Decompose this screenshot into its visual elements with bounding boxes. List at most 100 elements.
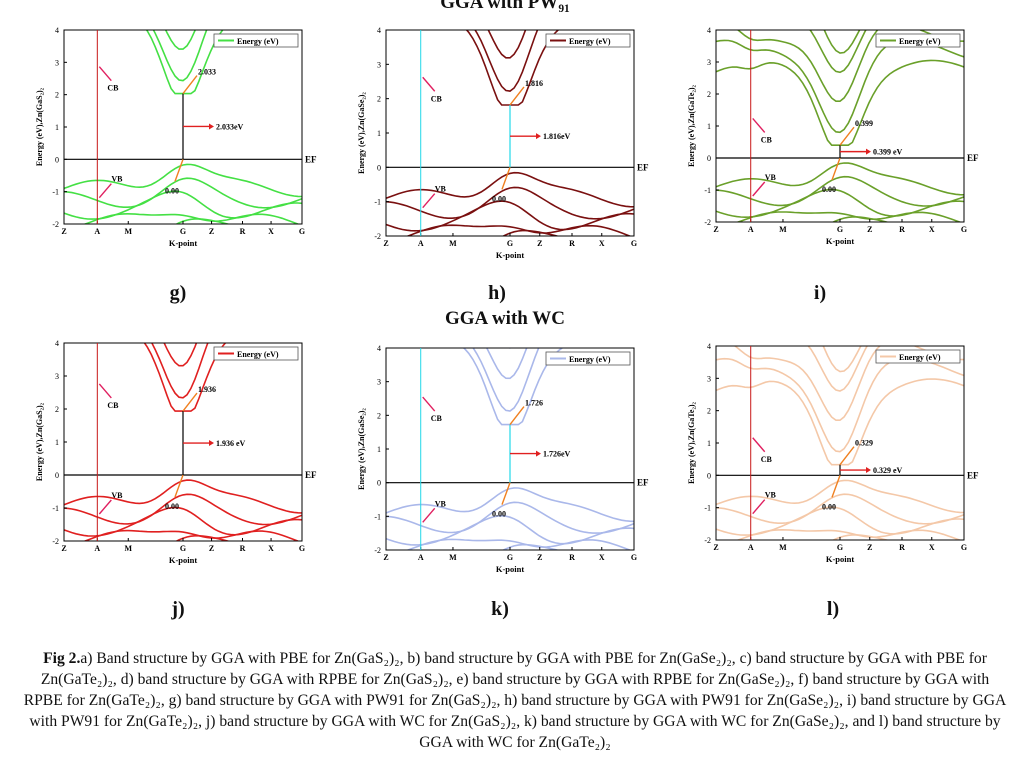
vb-arrow [98,183,112,199]
y-tick-label: 4 [707,342,711,351]
y-axis-label: Energy (eV),Zn(GaSe₂)₂ [357,92,366,174]
cb-arrow [98,66,112,82]
x-tick-label: X [599,239,605,248]
conduction-band-2 [485,348,528,380]
x-tick-label: M [124,227,132,236]
legend-label: Energy (eV) [569,37,611,46]
figure-caption: Fig 2.a) Band structure by GGA with PBE … [20,648,1010,753]
valence-band-0 [64,479,302,514]
band-structure-panel-l: EF -2 -1 0 1 2 3 4 Z A M G Z R X G K-point Energy (eV),Zn… [687,342,979,564]
cbm-arrow [509,86,525,106]
x-axis-label: K-point [496,250,525,260]
y-tick-label: 2 [377,95,381,104]
band-structure-panel-g: EF -2 -1 0 1 2 3 4 Z A M G Z R X G K-point Energy (eV),Zn… [35,26,317,248]
y-tick-label: -2 [374,546,381,555]
band-lines [716,346,964,540]
gap-value-label: 2.033eV [216,122,244,131]
x-tick-label: G [961,543,967,552]
legend-label: Energy (eV) [899,37,941,46]
gap-value-label: 1.816eV [543,132,571,141]
caption-text: a) Band structure by GGA with PBE for Zn… [23,650,1007,751]
x-tick-label: A [748,225,754,234]
legend-label: Energy (eV) [569,355,611,364]
cbm-arrow [839,126,855,146]
valence-band-3 [735,211,963,222]
x-tick-label: R [899,225,905,234]
vb-label: VB [765,491,777,500]
conduction-band-0 [143,343,227,412]
valence-band-1 [386,501,634,534]
vb-label: VB [111,491,123,500]
legend-label: Energy (eV) [237,350,279,359]
y-tick-label: 1 [377,445,381,454]
y-tick-label: 0 [707,154,711,163]
y-axis-label: Energy (eV),Zn(GaS₂)₂ [35,87,44,166]
y-tick-label: 4 [377,26,381,35]
x-tick-label: Z [383,553,388,562]
panel-label-j: j) [171,598,185,620]
valence-band-1 [64,493,302,526]
y-tick-label: -2 [704,218,711,227]
y-tick-label: 4 [377,344,381,353]
legend-box [213,33,299,48]
section-title-pw91: GGA with PW₉₁ [440,0,570,13]
conduction-band-2 [733,346,964,421]
cb-label: CB [761,455,773,464]
x-axis-label: K-point [496,564,525,574]
panel-label-k: k) [491,598,509,620]
x-tick-label: A [418,553,424,562]
x-tick-label: G [507,553,513,562]
valence-band-3 [405,538,633,550]
band-structure-panel-k: EF -2 -1 0 1 2 3 4 Z A M G Z R X G K-point Energy (eV),Zn… [357,344,649,574]
cb-arrow [98,383,112,399]
conduction-band-1 [474,30,539,92]
y-tick-label: 3 [707,374,711,383]
y-tick-label: 0 [707,471,711,480]
cb-arrow [422,396,436,412]
y-tick-label: 2 [377,411,381,420]
y-tick-label: -1 [52,188,59,197]
gap-arrow-head [209,440,214,447]
x-tick-label: X [599,553,605,562]
x-tick-label: G [631,239,637,248]
x-tick-label: M [124,544,132,553]
vb-arrow [752,181,766,197]
gap-value-label: 0.329 eV [873,466,903,475]
x-tick-label: Z [537,239,542,248]
valence-band-1 [716,493,964,525]
legend-box [875,33,961,48]
x-axis-label: K-point [826,554,855,564]
x-tick-label: M [779,225,787,234]
gap-arrow-head [536,133,541,140]
valence-band-0 [386,171,634,208]
y-tick-label: 1 [707,439,711,448]
x-tick-label: Z [209,544,214,553]
x-tick-label: M [449,239,457,248]
y-tick-label: 0 [55,471,59,480]
vbm-arrow [831,475,841,498]
x-tick-label: Z [209,227,214,236]
cbm-value-label: 1.726 [525,399,543,408]
x-tick-label: Z [867,225,872,234]
valence-band-3 [82,212,301,224]
cb-arrow [752,437,766,453]
cb-label: CB [107,84,119,93]
y-axis-label: Energy (eV),Zn(GaSe₂)₂ [357,408,366,490]
cb-label: CB [431,414,443,423]
cbm-value-label: 1.936 [198,385,216,394]
x-tick-label: G [507,239,513,248]
y-tick-label: 3 [55,372,59,381]
x-tick-label: G [837,543,843,552]
x-tick-label: R [569,553,575,562]
conduction-band-2 [736,30,964,102]
x-tick-label: Z [61,227,66,236]
cbm-arrow [839,446,855,466]
y-tick-label: -1 [704,186,711,195]
x-tick-label: G [631,553,637,562]
cb-arrow [422,76,436,92]
y-tick-label: 1 [707,122,711,131]
y-tick-label: -1 [374,198,381,207]
vb-arrow [422,193,436,209]
band-structure-panel-h: EF -2 -1 0 1 2 3 4 Z A M G Z R X G K-point Energy (eV),Zn… [357,26,649,260]
y-tick-label: 2 [55,405,59,414]
